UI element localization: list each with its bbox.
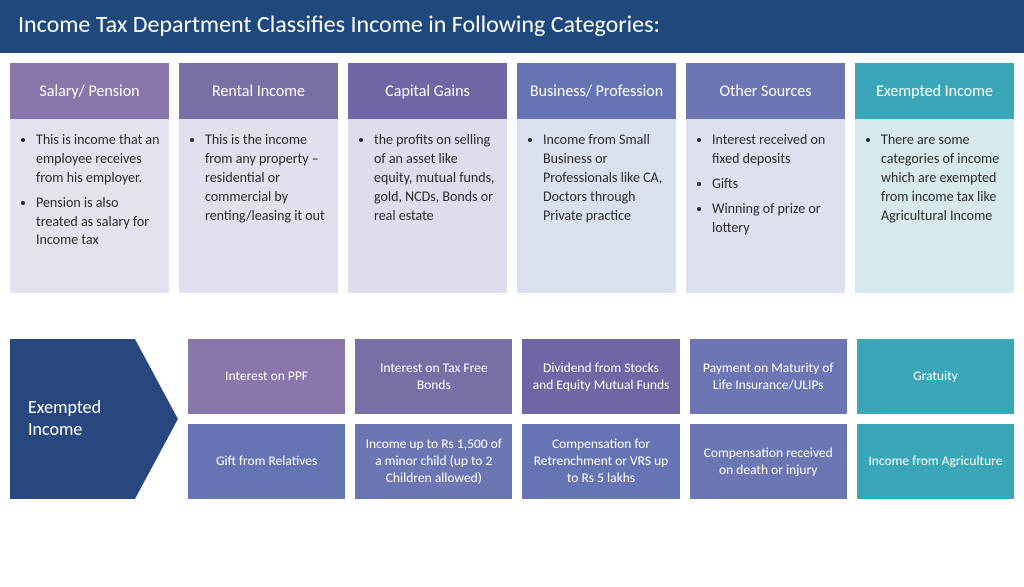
exempted-tile: Gratuity (857, 339, 1014, 414)
category-bullets: This is income that an employee receives… (22, 131, 161, 250)
category-bullet: This is income that an employee receives… (36, 131, 161, 188)
category-bullet: Gifts (712, 175, 837, 194)
exempted-tile: Gift from Relatives (188, 424, 345, 499)
category-card-exempted-income: Exempted Income There are some categorie… (855, 63, 1014, 293)
category-body: the profits on selling of an asset like … (348, 119, 507, 293)
category-card-business-profession: Business/ Profession Income from Small B… (517, 63, 676, 293)
exempted-tile: Dividend from Stocks and Equity Mutual F… (522, 339, 679, 414)
category-card-other-sources: Other Sources Interest received on fixed… (686, 63, 845, 293)
exempted-tile: Payment on Maturity of Life Insurance/UL… (690, 339, 847, 414)
exempted-tile: Compensation for Retrenchment or VRS up … (522, 424, 679, 499)
category-card-capital-gains: Capital Gains the profits on selling of … (348, 63, 507, 293)
exempted-tile: Compensation received on death or injury (690, 424, 847, 499)
exempted-tile: Interest on Tax Free Bonds (355, 339, 512, 414)
category-body: There are some categories of income whic… (855, 119, 1014, 293)
category-bullet: the profits on selling of an asset like … (374, 131, 499, 225)
exempted-tile: Income up to Rs 1,500 of a minor child (… (355, 424, 512, 499)
category-card-salary-pension: Salary/ Pension This is income that an e… (10, 63, 169, 293)
category-header: Salary/ Pension (10, 63, 169, 119)
category-bullet: This is the income from any property – r… (205, 131, 330, 225)
exempted-grid: Interest on PPFInterest on Tax Free Bond… (188, 339, 1014, 499)
category-header: Exempted Income (855, 63, 1014, 119)
category-row: Salary/ Pension This is income that an e… (10, 63, 1014, 293)
category-bullet: Pension is also treated as salary for In… (36, 194, 161, 251)
category-body: This is the income from any property – r… (179, 119, 338, 293)
category-header: Capital Gains (348, 63, 507, 119)
category-bullets: This is the income from any property – r… (191, 131, 330, 225)
category-bullets: There are some categories of income whic… (867, 131, 1006, 225)
exempted-tile: Income from Agriculture (857, 424, 1014, 499)
category-card-rental-income: Rental Income This is the income from an… (179, 63, 338, 293)
category-header: Business/ Profession (517, 63, 676, 119)
category-body: This is income that an employee receives… (10, 119, 169, 293)
exempted-arrow: ExemptedIncome (10, 339, 178, 499)
category-bullets: Interest received on fixed deposits Gifts… (698, 131, 837, 237)
category-header: Other Sources (686, 63, 845, 119)
category-bullet: Winning of prize or lottery (712, 200, 837, 238)
category-bullet: Income from Small Business or Profession… (543, 131, 668, 225)
category-header: Rental Income (179, 63, 338, 119)
page-title: Income Tax Department Classifies Income … (0, 0, 1024, 53)
exempted-tile: Interest on PPF (188, 339, 345, 414)
category-body: Interest received on fixed deposits Gifts… (686, 119, 845, 293)
exempted-arrow-label: ExemptedIncome (10, 339, 178, 499)
category-bullet: There are some categories of income whic… (881, 131, 1006, 225)
category-bullets: Income from Small Business or Profession… (529, 131, 668, 225)
exempted-section: ExemptedIncome Interest on PPFInterest o… (10, 339, 1014, 499)
category-body: Income from Small Business or Profession… (517, 119, 676, 293)
category-bullet: Interest received on fixed deposits (712, 131, 837, 169)
category-bullets: the profits on selling of an asset like … (360, 131, 499, 225)
